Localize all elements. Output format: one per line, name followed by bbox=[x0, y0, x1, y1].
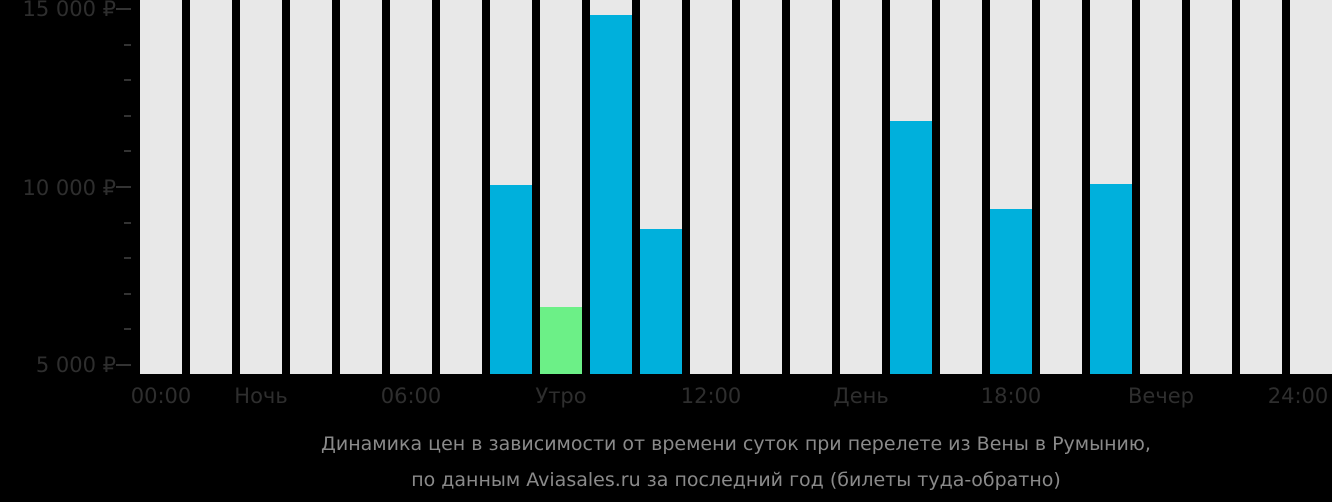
chart-caption-line-1: Динамика цен в зависимости от времени су… bbox=[321, 433, 1151, 455]
bar-value bbox=[1090, 184, 1132, 374]
y-minor-tick bbox=[124, 79, 131, 81]
bar-0800 bbox=[540, 0, 582, 374]
y-major-tick bbox=[116, 186, 131, 188]
y-major-tick bbox=[116, 364, 131, 366]
bar-value bbox=[590, 15, 632, 374]
bar-0100 bbox=[190, 0, 232, 374]
bar-1500 bbox=[890, 0, 932, 374]
x-label-1200: 12:00 bbox=[680, 384, 742, 408]
x-label-0000: 00:00 bbox=[130, 384, 192, 408]
y-minor-tick bbox=[124, 257, 131, 259]
bar-1100 bbox=[690, 0, 732, 374]
bar-0600 bbox=[440, 0, 482, 374]
bar-2200 bbox=[1240, 0, 1282, 374]
x-label-evening: Вечер bbox=[1128, 384, 1194, 408]
x-label-0600: 06:00 bbox=[380, 384, 442, 408]
y-label-5000: 5 000 ₽ bbox=[35, 353, 116, 377]
bar-1800 bbox=[1040, 0, 1082, 374]
x-label-2400: 24:00 bbox=[1267, 384, 1329, 408]
y-minor-tick bbox=[124, 222, 131, 224]
bar-2000 bbox=[1140, 0, 1182, 374]
bar-value bbox=[490, 184, 532, 374]
bar-value bbox=[990, 209, 1032, 374]
bar-2100 bbox=[1190, 0, 1232, 374]
y-minor-tick bbox=[124, 44, 131, 46]
bar-1700 bbox=[990, 0, 1032, 374]
bar-0200 bbox=[240, 0, 282, 374]
bar-0400 bbox=[340, 0, 382, 374]
chart-caption-line-2: по данным Aviasales.ru за последний год … bbox=[411, 469, 1061, 491]
bar-1900 bbox=[1090, 0, 1132, 374]
bar-1000 bbox=[640, 0, 682, 374]
y-minor-tick bbox=[124, 115, 131, 117]
y-major-tick bbox=[116, 8, 131, 10]
x-label-1800: 18:00 bbox=[980, 384, 1042, 408]
bar-1400 bbox=[840, 0, 882, 374]
x-label-day: День bbox=[833, 384, 889, 408]
x-label-night: Ночь bbox=[234, 384, 288, 408]
bar-0700 bbox=[490, 0, 532, 374]
bar-value-cheapest bbox=[540, 307, 582, 374]
x-label-morning: Утро bbox=[535, 384, 587, 408]
bar-0300 bbox=[290, 0, 332, 374]
y-label-10000: 10 000 ₽ bbox=[22, 176, 116, 200]
bar-1300 bbox=[790, 0, 832, 374]
bar-1200 bbox=[740, 0, 782, 374]
y-minor-tick bbox=[124, 328, 131, 330]
bar-2300 bbox=[1290, 0, 1332, 374]
bar-1600 bbox=[940, 0, 982, 374]
bar-0000 bbox=[140, 0, 182, 374]
y-minor-tick bbox=[124, 293, 131, 295]
bar-0500 bbox=[390, 0, 432, 374]
y-minor-tick bbox=[124, 150, 131, 152]
bar-value bbox=[890, 120, 932, 374]
bar-0900 bbox=[590, 0, 632, 374]
bar-value bbox=[640, 229, 682, 374]
y-label-15000: 15 000 ₽ bbox=[22, 0, 116, 21]
